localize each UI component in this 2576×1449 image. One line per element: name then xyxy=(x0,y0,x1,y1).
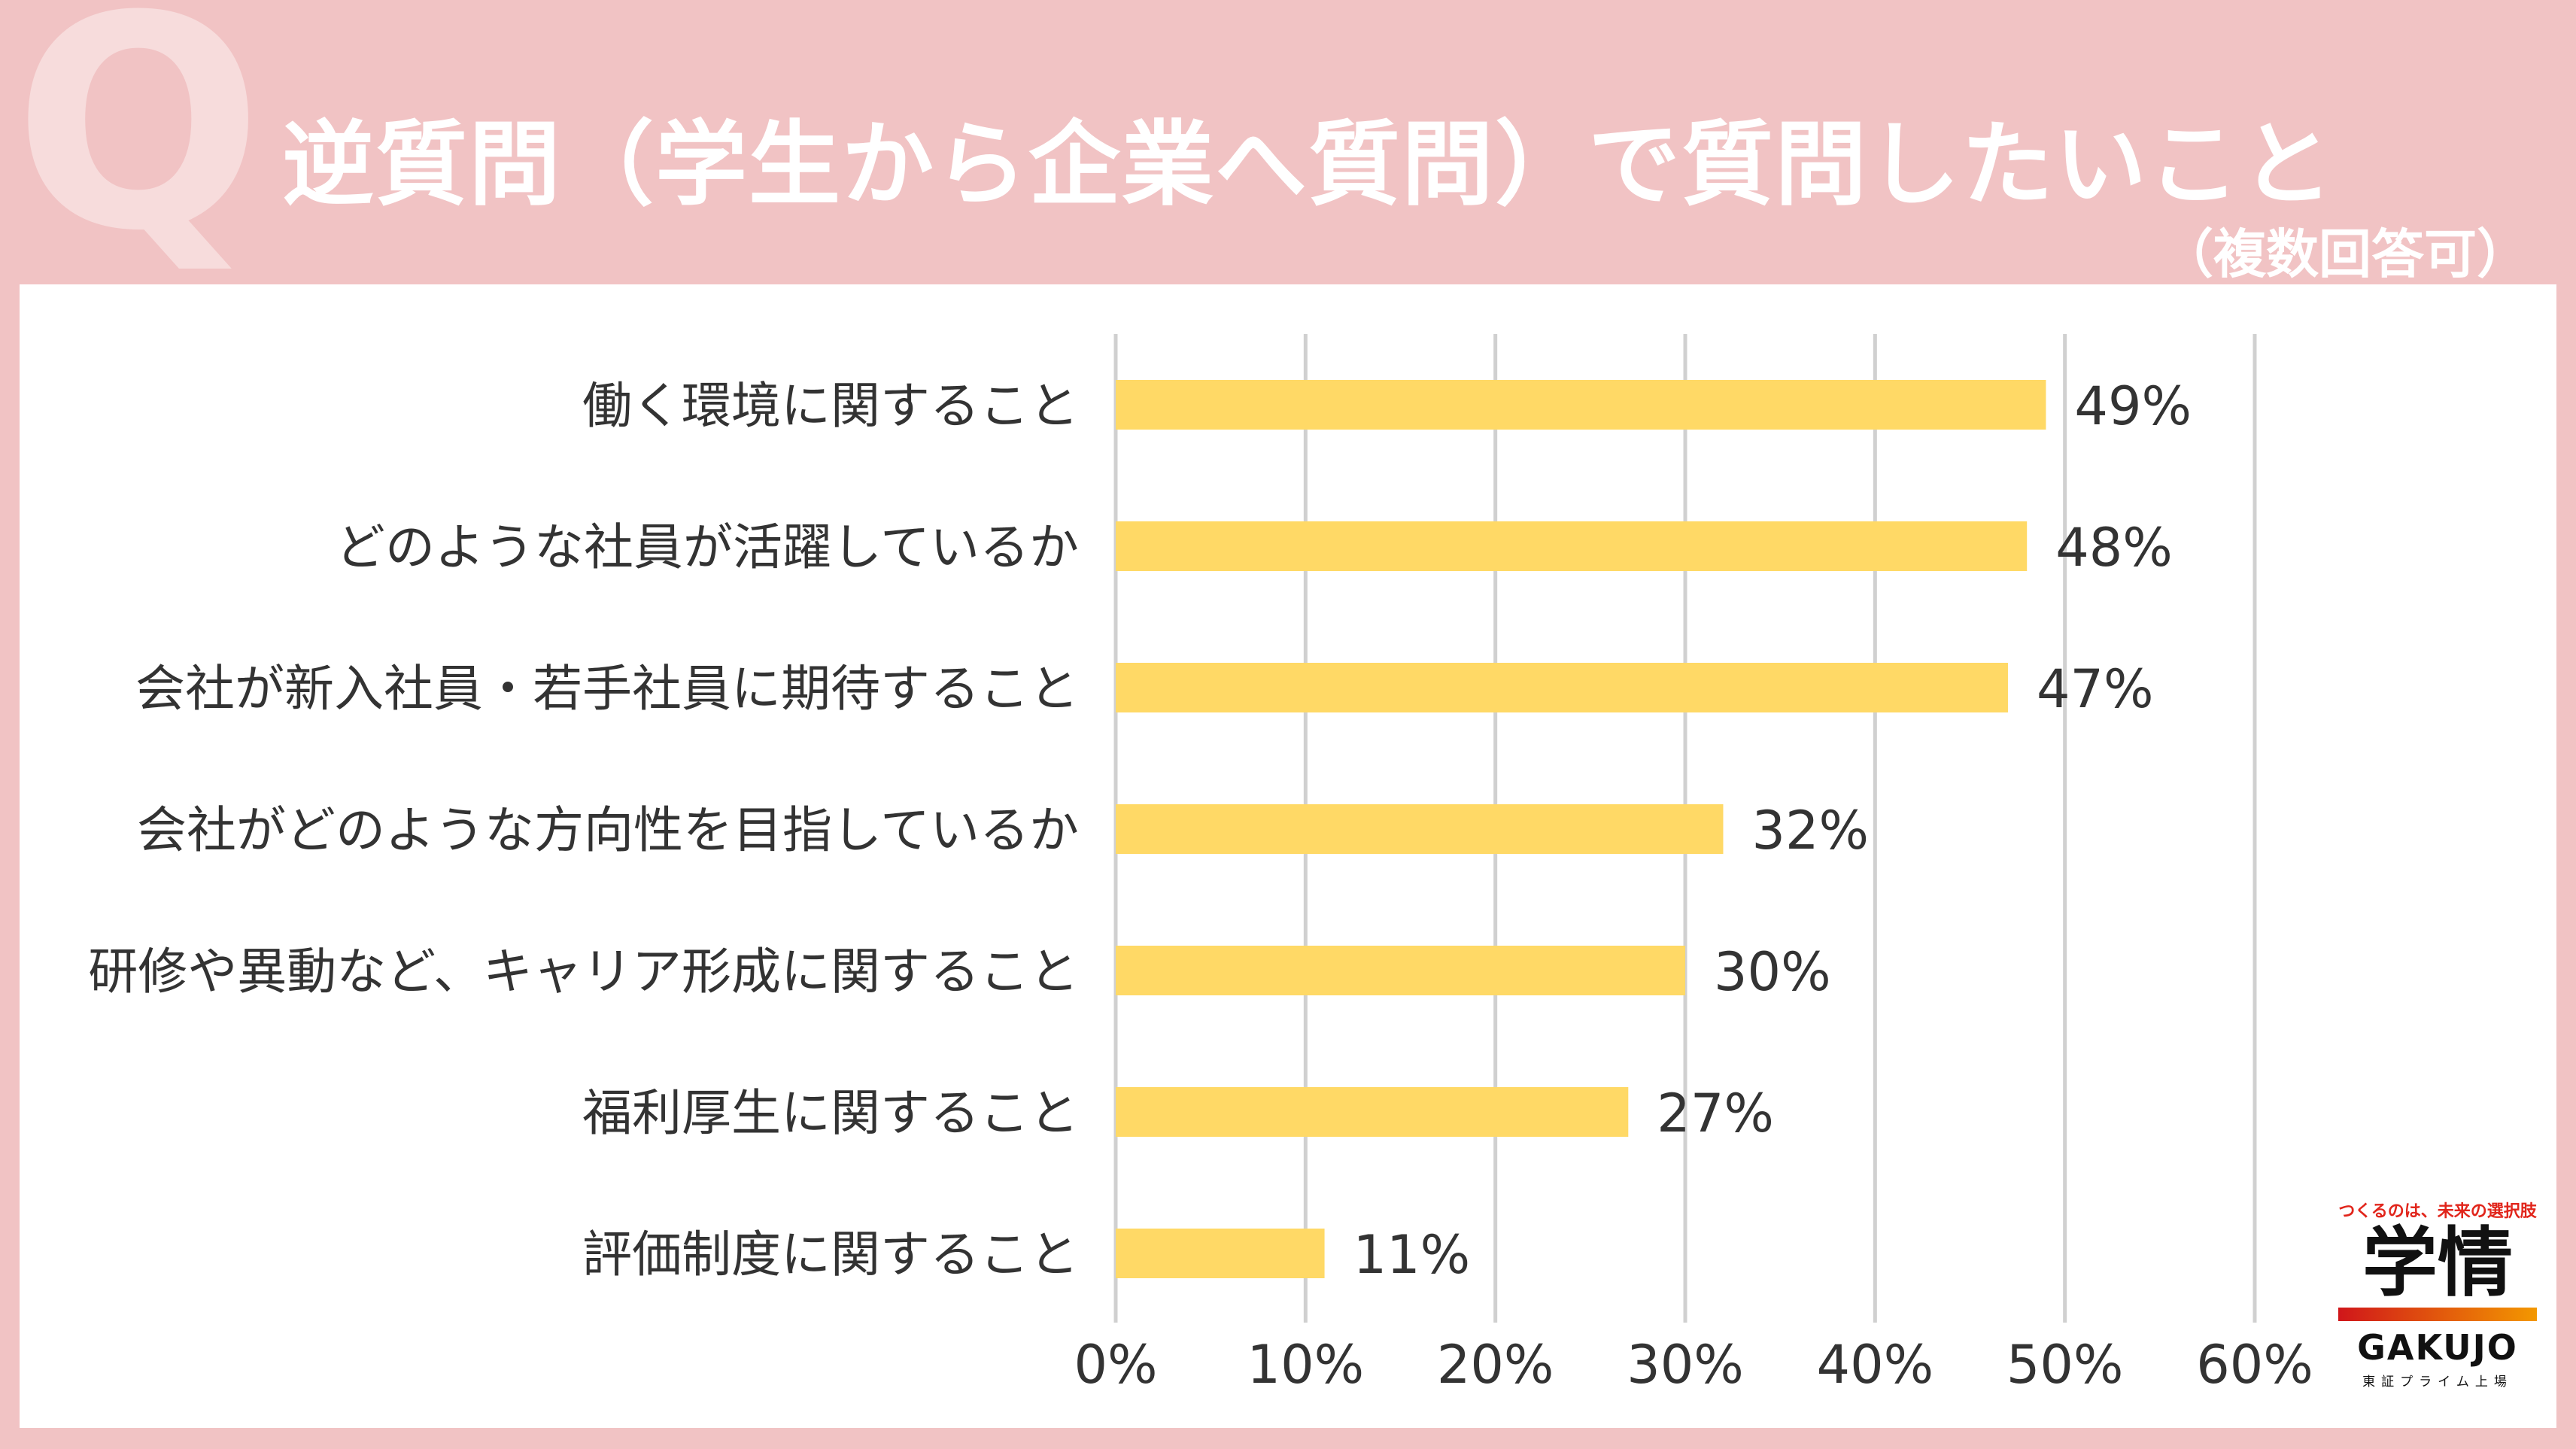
category-label-4: 会社がどのような方向性を目指しているか xyxy=(137,801,1079,859)
x-tick-label-30: 30% xyxy=(1627,1334,1744,1396)
logo-brand-jp: 学情 xyxy=(2362,1219,2513,1307)
category-label-7: 評価制度に関すること xyxy=(582,1226,1079,1283)
value-label-1: 49% xyxy=(2074,375,2192,437)
x-tick-label-50: 50% xyxy=(2006,1334,2124,1396)
gakujo-logo: つくるのは、未来の選択肢 学情 GAKUJO 東証プライム上場 xyxy=(2317,1198,2558,1390)
category-label-2: どのような社員が活躍しているか xyxy=(336,518,1079,576)
bar-7 xyxy=(1116,1229,1325,1278)
q-mark: Q xyxy=(14,0,263,295)
logo-brand-en: GAKUJO xyxy=(2357,1327,2518,1368)
x-tick-label-10: 10% xyxy=(1247,1334,1365,1396)
logo-color-bar xyxy=(2338,1308,2537,1321)
category-label-1: 働く環境に関すること xyxy=(582,377,1079,435)
x-tick-label-20: 20% xyxy=(1437,1334,1554,1396)
value-label-2: 48% xyxy=(2055,517,2173,579)
bar-2 xyxy=(1116,521,2028,571)
bar-3 xyxy=(1116,663,2008,712)
x-tick-label-0: 0% xyxy=(1074,1334,1157,1396)
logo-listing: 東証プライム上場 xyxy=(2362,1375,2513,1390)
category-label-3: 会社が新入社員・若手社員に期待すること xyxy=(135,660,1079,718)
bar-chart: 0% 10% 20% 30% 40% 50% 60% 働く環境に関すること 49% どのような社員… xyxy=(88,334,2313,1396)
value-label-3: 47% xyxy=(2037,658,2154,720)
bar-4 xyxy=(1116,804,1724,854)
page-subtitle: （複数回答可） xyxy=(2161,223,2529,285)
category-label-6: 福利厚生に関すること xyxy=(582,1084,1079,1142)
chart-panel: 0% 10% 20% 30% 40% 50% 60% 働く環境に関すること 49% どのような社員… xyxy=(20,284,2556,1428)
bar-1 xyxy=(1116,380,2046,430)
x-tick-label-60: 60% xyxy=(2196,1334,2313,1396)
x-tick-label-40: 40% xyxy=(1817,1334,1934,1396)
value-label-6: 27% xyxy=(1657,1083,1774,1144)
page-title: 逆質問（学生から企業へ質問）で質問したいこと xyxy=(282,111,2334,218)
category-label-5: 研修や異動など、キャリア形成に関すること xyxy=(88,943,1079,1001)
logo-tagline: つくるのは、未来の選択肢 xyxy=(2338,1202,2537,1221)
value-label-5: 30% xyxy=(1714,941,1831,1003)
bar-5 xyxy=(1116,946,1685,995)
value-label-7: 11% xyxy=(1353,1224,1471,1286)
bar-6 xyxy=(1116,1087,1629,1137)
value-label-4: 32% xyxy=(1751,800,1869,861)
